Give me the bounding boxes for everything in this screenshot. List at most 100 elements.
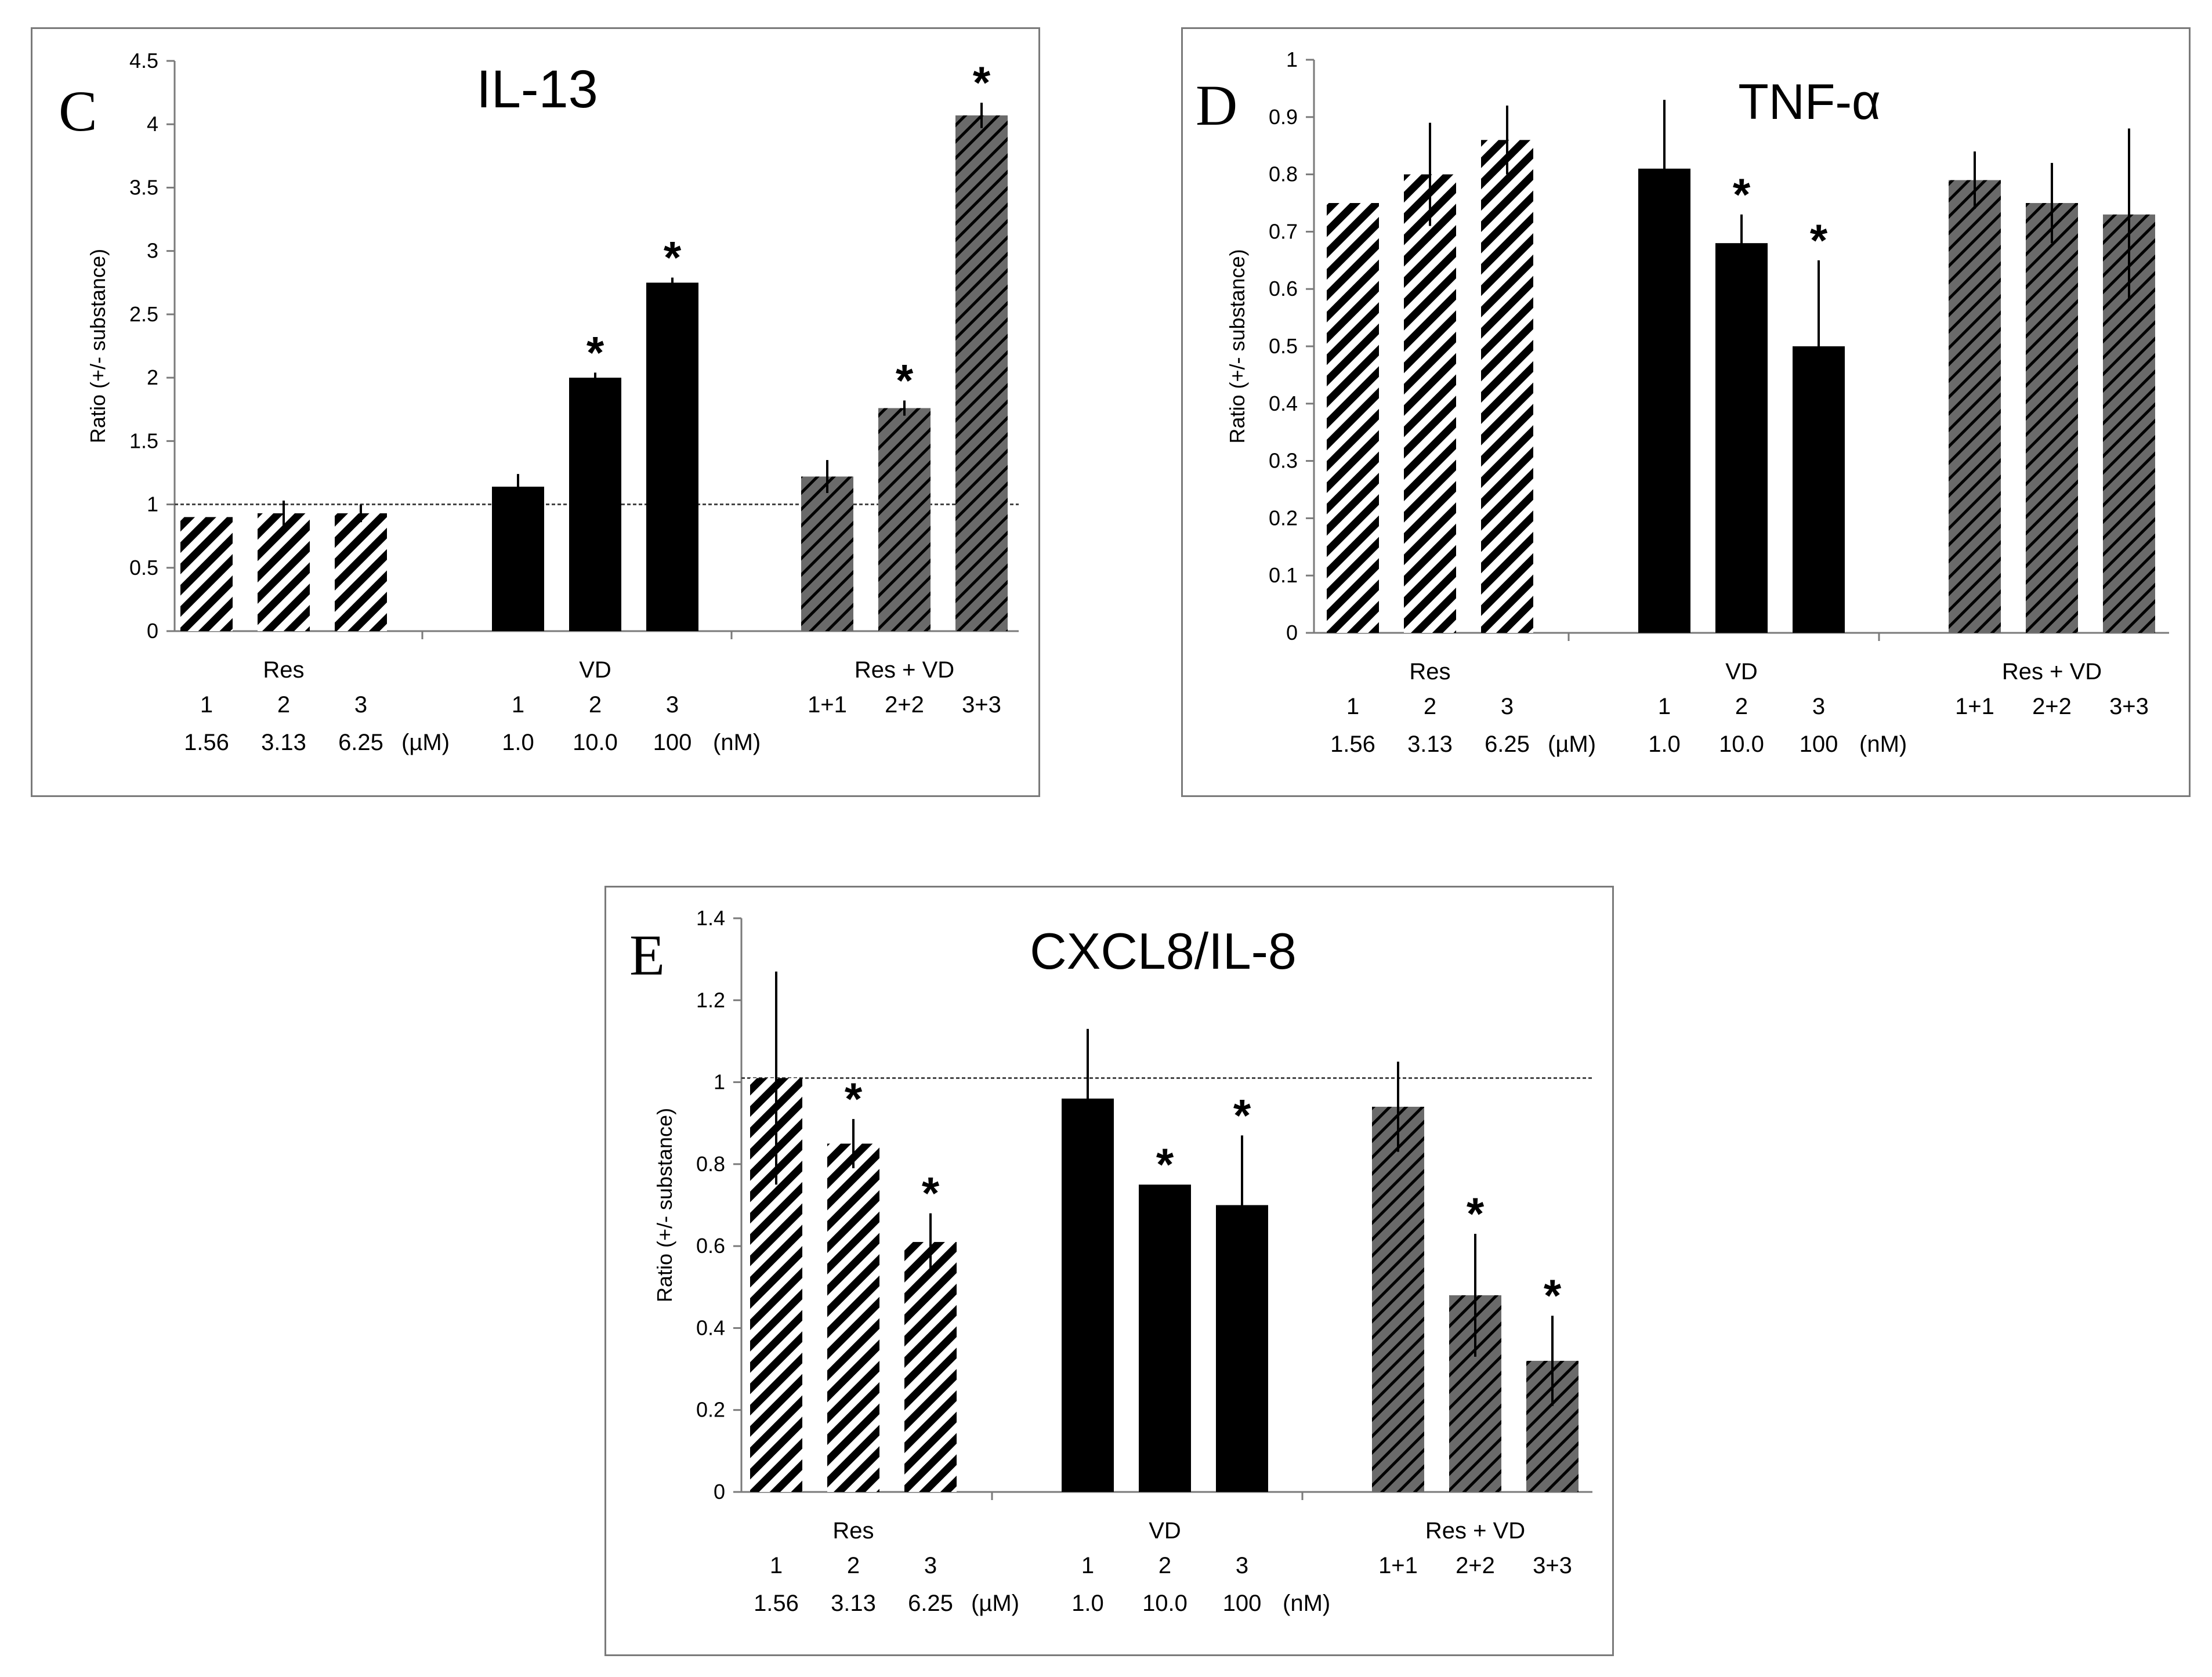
y-tick-label: 1.4 bbox=[696, 906, 725, 930]
group-label: Res + VD bbox=[1425, 1518, 1525, 1544]
unit-label: (nM) bbox=[1283, 1591, 1330, 1616]
dose-code: 3+3 bbox=[2109, 694, 2149, 719]
unit-label: (µM) bbox=[971, 1591, 1019, 1616]
dose-code: 2 bbox=[847, 1553, 860, 1578]
y-tick-label: 0.2 bbox=[696, 1398, 725, 1422]
y-tick-label: 0.4 bbox=[696, 1316, 725, 1339]
concentration: 1.56 bbox=[1330, 731, 1375, 757]
chart-title: TNF-α bbox=[1738, 74, 1881, 130]
concentration: 1.56 bbox=[184, 730, 229, 755]
y-tick-label: 0.6 bbox=[1269, 277, 1298, 300]
y-tick-label: 1 bbox=[714, 1070, 725, 1094]
unit-label: (µM) bbox=[401, 730, 450, 755]
dose-code: 2+2 bbox=[885, 692, 924, 718]
significance-marker: * bbox=[1544, 1270, 1562, 1321]
dose-code: 3+3 bbox=[1533, 1553, 1572, 1578]
bar bbox=[646, 282, 698, 631]
dose-code: 1 bbox=[1346, 694, 1359, 719]
significance-marker: * bbox=[1810, 215, 1828, 266]
bar bbox=[1949, 180, 2001, 633]
y-tick-label: 2 bbox=[147, 365, 158, 389]
dose-code: 3 bbox=[1812, 694, 1825, 719]
y-tick-label: 1.2 bbox=[696, 988, 725, 1012]
group-label: Res + VD bbox=[855, 657, 954, 683]
concentration: 1.0 bbox=[502, 730, 534, 755]
y-tick-label: 2.5 bbox=[129, 302, 158, 326]
concentration: 1.56 bbox=[754, 1591, 799, 1616]
significance-marker: * bbox=[922, 1168, 940, 1219]
y-tick-label: 0.9 bbox=[1269, 105, 1298, 129]
dose-code: 2 bbox=[1159, 1553, 1171, 1578]
dose-code: 1 bbox=[770, 1553, 783, 1578]
concentration: 1.0 bbox=[1071, 1591, 1104, 1616]
chart-e: E CXCL8/IL-8 0 0.2 0.4 0.6 0.8 1 1.2 1.4 Ratio (+/… bbox=[629, 906, 1592, 1616]
concentration: 10.0 bbox=[1719, 731, 1764, 757]
concentration: 3.13 bbox=[261, 730, 306, 755]
group-label: VD bbox=[579, 657, 611, 683]
bar bbox=[180, 517, 233, 631]
concentration: 1.0 bbox=[1648, 731, 1681, 757]
bar bbox=[955, 115, 1008, 632]
bar bbox=[827, 1143, 879, 1492]
dose-code: 1 bbox=[512, 692, 524, 718]
group-label: Res bbox=[832, 1518, 874, 1544]
panel-e: E CXCL8/IL-8 0 0.2 0.4 0.6 0.8 1 1.2 1.4 Ratio (+/… bbox=[604, 886, 1614, 1656]
y-tick-label: 0 bbox=[1286, 621, 1298, 644]
y-tick-label: 0.8 bbox=[696, 1152, 725, 1176]
y-tick-label: 3 bbox=[147, 239, 158, 263]
unit-label: (µM) bbox=[1548, 731, 1596, 757]
y-tick-label: 4 bbox=[147, 112, 158, 136]
dose-code: 1+1 bbox=[1955, 694, 1994, 719]
y-tick-label: 4.5 bbox=[129, 49, 158, 73]
dose-code: 3 bbox=[1501, 694, 1514, 719]
chart-c: C IL-13 0 0.5 1 1.5 2 2.5 3 3.5 4 4.5 Ratio (+/- sub… bbox=[59, 49, 1019, 755]
concentration: 6.25 bbox=[338, 730, 383, 755]
dose-code: 1+1 bbox=[1378, 1553, 1418, 1578]
dose-code: 2+2 bbox=[2032, 694, 2072, 719]
panel-c: C IL-13 0 0.5 1 1.5 2 2.5 3 3.5 4 4.5 Ratio (+/- sub… bbox=[31, 27, 1040, 797]
dose-code: 2 bbox=[1735, 694, 1748, 719]
panel-d: D TNF-α 0 0.1 0.2 0.3 0.4 0.5 0.6 0.7 0.8 0.9 1 Ratio… bbox=[1181, 27, 2191, 797]
group-label: Res bbox=[1409, 659, 1450, 684]
dose-code: 1 bbox=[1658, 694, 1671, 719]
dose-code: 1+1 bbox=[808, 692, 847, 718]
panel-letter: D bbox=[1196, 73, 1237, 137]
concentration: 10.0 bbox=[573, 730, 618, 755]
significance-marker: * bbox=[1156, 1139, 1174, 1190]
y-axis-label: Ratio (+/- substance) bbox=[1225, 249, 1249, 443]
bar bbox=[492, 486, 544, 631]
significance-marker: * bbox=[1733, 169, 1751, 220]
y-tick-label: 0.7 bbox=[1269, 219, 1298, 243]
concentration: 3.13 bbox=[831, 1591, 876, 1616]
dose-code: 2 bbox=[277, 692, 290, 718]
dose-code: 2 bbox=[589, 692, 602, 718]
dose-code: 2+2 bbox=[1456, 1553, 1495, 1578]
bar bbox=[335, 513, 387, 631]
concentration: 100 bbox=[1800, 731, 1838, 757]
bar bbox=[2026, 203, 2078, 633]
dose-code: 3 bbox=[924, 1553, 937, 1578]
concentration: 100 bbox=[653, 730, 692, 755]
dose-code: 2 bbox=[1424, 694, 1436, 719]
significance-marker: * bbox=[973, 57, 991, 108]
y-tick-label: 0.6 bbox=[696, 1234, 725, 1258]
concentration: 6.25 bbox=[908, 1591, 953, 1616]
dose-code: 3+3 bbox=[962, 692, 1001, 718]
dose-code: 1 bbox=[1081, 1553, 1094, 1578]
y-tick-label: 3.5 bbox=[129, 175, 158, 199]
y-tick-label: 0.3 bbox=[1269, 449, 1298, 473]
bar bbox=[1327, 203, 1379, 633]
y-tick-label: 0.1 bbox=[1269, 563, 1298, 587]
panel-letter: C bbox=[59, 79, 97, 143]
chart-title: CXCL8/IL-8 bbox=[1030, 922, 1297, 980]
bar bbox=[1372, 1106, 1424, 1492]
concentration: 100 bbox=[1223, 1591, 1262, 1616]
group-label: Res bbox=[263, 657, 304, 683]
chart-title: IL-13 bbox=[476, 60, 598, 119]
chart-d: D TNF-α 0 0.1 0.2 0.3 0.4 0.5 0.6 0.7 0.8 0.9 1 Ratio… bbox=[1196, 48, 2169, 757]
y-tick-label: 0.2 bbox=[1269, 506, 1298, 530]
group-label: Res + VD bbox=[2002, 659, 2102, 684]
y-tick-label: 0 bbox=[714, 1480, 725, 1504]
y-tick-label: 0.5 bbox=[1269, 334, 1298, 358]
bar bbox=[1481, 140, 1533, 633]
